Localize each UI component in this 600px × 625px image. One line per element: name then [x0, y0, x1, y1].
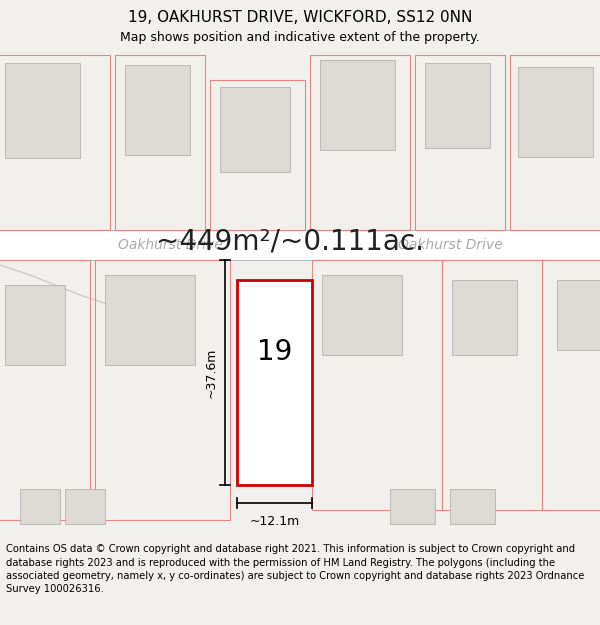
- Bar: [322, 275, 402, 355]
- Text: Oakhurst Drive: Oakhurst Drive: [398, 238, 502, 252]
- Bar: [125, 65, 190, 155]
- Bar: [210, 80, 305, 230]
- Bar: [450, 489, 495, 524]
- Bar: [20, 489, 60, 524]
- Bar: [0, 230, 600, 260]
- Bar: [5, 63, 80, 158]
- Bar: [0, 260, 90, 520]
- Bar: [95, 260, 230, 520]
- Bar: [542, 260, 600, 510]
- Bar: [5, 285, 65, 365]
- Text: 19, OAKHURST DRIVE, WICKFORD, SS12 0NN: 19, OAKHURST DRIVE, WICKFORD, SS12 0NN: [128, 10, 472, 25]
- Bar: [425, 63, 490, 148]
- Text: Oakhurst Drive: Oakhurst Drive: [118, 238, 223, 252]
- Bar: [557, 280, 600, 350]
- Bar: [220, 87, 290, 172]
- Bar: [115, 55, 205, 230]
- Bar: [0, 55, 110, 230]
- Text: ~12.1m: ~12.1m: [250, 515, 299, 528]
- Bar: [320, 60, 395, 150]
- Bar: [390, 489, 435, 524]
- Bar: [310, 55, 410, 230]
- Text: ~37.6m: ~37.6m: [205, 348, 218, 398]
- Text: Map shows position and indicative extent of the property.: Map shows position and indicative extent…: [120, 31, 480, 44]
- Bar: [415, 55, 505, 230]
- Bar: [510, 55, 600, 230]
- Text: ~449m²/~0.111ac.: ~449m²/~0.111ac.: [156, 227, 424, 255]
- Bar: [452, 280, 517, 355]
- Bar: [518, 67, 593, 157]
- Text: Contains OS data © Crown copyright and database right 2021. This information is : Contains OS data © Crown copyright and d…: [6, 544, 584, 594]
- Text: 19: 19: [257, 338, 292, 366]
- Bar: [65, 489, 105, 524]
- Bar: [442, 260, 542, 510]
- Bar: [105, 275, 195, 365]
- Bar: [312, 260, 442, 510]
- Bar: [237, 280, 312, 485]
